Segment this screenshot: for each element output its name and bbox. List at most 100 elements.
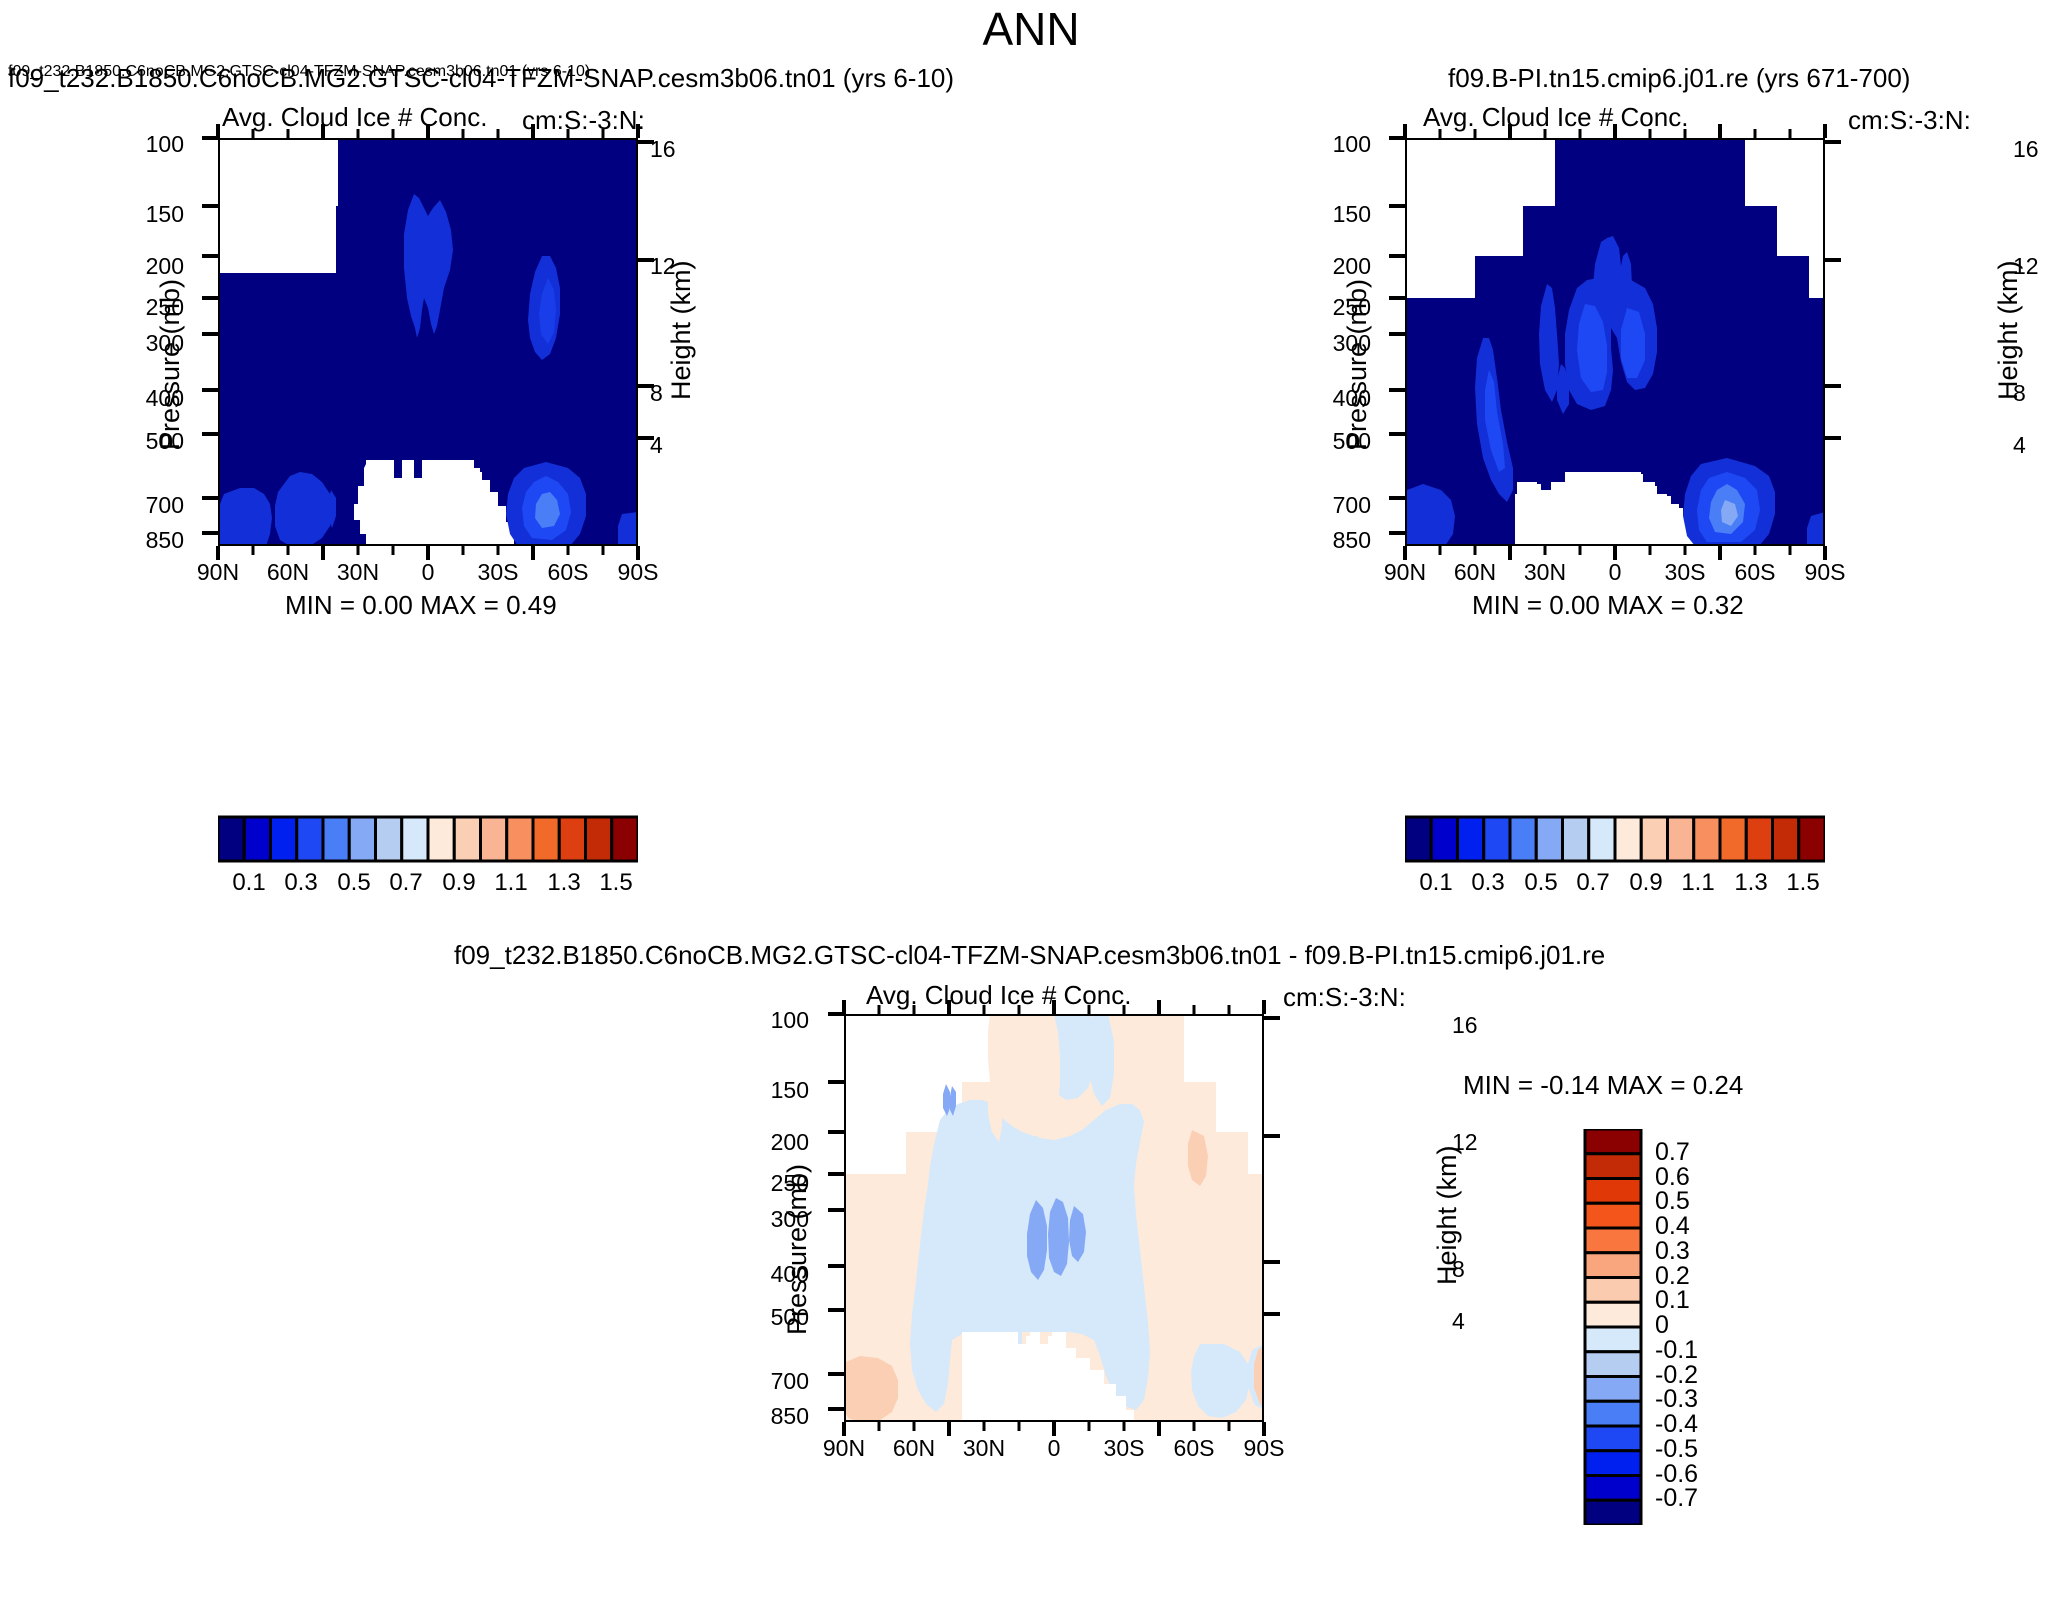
colorbar-swatch (1666, 815, 1696, 863)
ytick-200-difference: 200 (770, 1129, 809, 1155)
colorbar-swatch (295, 815, 325, 863)
cbar-label-1.1-right: 1.1 (1681, 869, 1715, 896)
panel-title-top-left-text: f09_t232.B1850.C6noCB.MG2.GTSC-cl04-TFZM… (8, 63, 955, 93)
colorbar-swatch (1482, 815, 1512, 863)
cbar-label-0.1-right: 0.1 (1419, 869, 1453, 896)
axes-ticks-top-left (202, 124, 654, 560)
xtick-0-top-right: 0 (1608, 559, 1622, 585)
axes-ticks-difference (828, 1000, 1280, 1436)
colorbar-difference-label: -0.4 (1655, 1410, 1699, 1438)
xtick-60S-difference: 60S (1173, 1435, 1215, 1461)
ytick-700-top-right: 700 (1332, 492, 1371, 518)
colorbar-swatch (374, 815, 404, 863)
ytick-right-8-difference: 8 (1452, 1256, 1465, 1282)
colorbar-swatch (1583, 1300, 1643, 1329)
xtick-60S-top-left: 60S (547, 559, 589, 585)
xtick-30N-difference: 30N (962, 1435, 1006, 1461)
xtick-60N-top-left: 60N (266, 559, 310, 585)
minmax-top-right: MIN = 0.00 MAX = 0.32 (1472, 590, 1744, 620)
colorbar-swatch (1639, 815, 1669, 863)
xtick-60S-top-right: 60S (1734, 559, 1776, 585)
colorbar-swatch (557, 815, 587, 863)
variable-title-top-left: Avg. Cloud Ice # Conc. (222, 102, 488, 132)
colorbar-swatch (218, 815, 246, 863)
ytick-right-4-difference: 4 (1452, 1308, 1465, 1334)
ytick-100-top-right: 100 (1332, 131, 1371, 157)
colorbar-difference-label: 0 (1655, 1311, 1669, 1339)
colorbar-top-right (1405, 815, 1825, 863)
ytick-250-top-left: 250 (145, 294, 184, 320)
xtick-90S-top-right: 90S (1804, 559, 1846, 585)
colorbar-swatch (1583, 1449, 1643, 1477)
colorbar-swatch (1583, 1226, 1643, 1255)
colorbar-swatch (1797, 815, 1825, 863)
cbar-label-0.1-left: 0.1 (232, 869, 266, 896)
xtick-90S-top-left: 90S (617, 559, 659, 585)
colorbar-swatch (269, 815, 299, 863)
colorbar-difference-label: -0.5 (1655, 1434, 1699, 1463)
ytick-500-difference: 500 (770, 1304, 809, 1330)
xtick-0-top-left: 0 (421, 559, 435, 585)
colorbar-swatch (610, 815, 638, 863)
minmax-top-left: MIN = 0.00 MAX = 0.49 (285, 590, 557, 620)
ytick-right-8-top-right: 8 (2013, 380, 2026, 406)
variable-title-difference: Avg. Cloud Ice # Conc. (866, 980, 1132, 1010)
xtick-30S-top-left: 30S (477, 559, 519, 585)
xtick-90N-difference: 90N (822, 1435, 866, 1461)
xtick-90N-top-right: 90N (1383, 559, 1427, 585)
ytick-500-top-left: 500 (145, 428, 184, 454)
panel-title-difference: f09_t232.B1850.C6noCB.MG2.GTSC-cl04-TFZM… (454, 940, 1606, 970)
cbar-label-0.7-right: 0.7 (1576, 869, 1610, 896)
ytick-850-top-left: 850 (145, 527, 184, 553)
panel-title-top-right: f09.B-PI.tn15.cmip6.j01.re (yrs 671-700) (1448, 63, 1911, 93)
ytick-200-top-left: 200 (145, 253, 184, 279)
colorbar-swatch (1587, 815, 1617, 863)
ytick-700-difference: 700 (770, 1368, 809, 1394)
ytick-300-difference: 300 (770, 1206, 809, 1232)
colorbar-swatch (1583, 1350, 1643, 1378)
colorbar-swatch (1583, 1129, 1643, 1156)
units-title-top-right: cm:S:-3:N: (1848, 105, 1971, 135)
colorbar-difference-label: -0.1 (1655, 1335, 1699, 1364)
colorbar-swatch (1583, 1399, 1643, 1428)
colorbar-difference-label: 0.7 (1655, 1137, 1690, 1166)
cbar-label-0.7-left: 0.7 (389, 869, 423, 896)
colorbar-top-left (218, 815, 638, 863)
colorbar-swatch (584, 815, 614, 863)
colorbar-swatch (1583, 1276, 1643, 1304)
xtick-30N-top-right: 30N (1523, 559, 1567, 585)
units-title-difference: cm:S:-3:N: (1283, 982, 1406, 1012)
cbar-label-0.3-left: 0.3 (284, 869, 318, 896)
colorbar-swatch (1583, 1325, 1643, 1354)
cbar-label-1.5-left: 1.5 (599, 869, 633, 896)
colorbar-swatch (1508, 815, 1538, 863)
colorbar-difference-label: 0.2 (1655, 1261, 1690, 1290)
cbar-label-1.3-left: 1.3 (547, 869, 581, 896)
colorbar-swatch (1429, 815, 1459, 863)
ytick-right-12-top-left: 12 (650, 253, 676, 279)
ytick-850-difference: 850 (770, 1403, 809, 1429)
colorbar-difference-label: -0.6 (1655, 1459, 1699, 1488)
page-title: ANN (982, 3, 1080, 55)
colorbar-swatch (531, 815, 561, 863)
colorbar-swatch (1534, 815, 1564, 863)
ytick-700-top-left: 700 (145, 492, 184, 518)
colorbar-swatch (1405, 815, 1433, 863)
colorbar-swatch (479, 815, 509, 863)
cbar-label-0.5-left: 0.5 (337, 869, 371, 896)
xtick-30S-difference: 30S (1103, 1435, 1145, 1461)
xtick-30S-top-right: 30S (1664, 559, 1706, 585)
ytick-400-difference: 400 (770, 1261, 809, 1287)
ytick-250-difference: 250 (770, 1170, 809, 1196)
colorbar-difference-label: 0.3 (1655, 1236, 1690, 1265)
ytick-250-top-right: 250 (1332, 294, 1371, 320)
xtick-60N-difference: 60N (892, 1435, 936, 1461)
cbar-label-0.5-right: 0.5 (1524, 869, 1558, 896)
contour-plot-top-left (218, 138, 638, 546)
axes-ticks-top-right (1389, 124, 1841, 560)
contour-plot-difference (844, 1014, 1264, 1422)
colorbar-swatch (1456, 815, 1486, 863)
ytick-right-12-difference: 12 (1452, 1129, 1478, 1155)
colorbar-swatch (426, 815, 456, 863)
contour-plot-top-right (1405, 138, 1825, 546)
